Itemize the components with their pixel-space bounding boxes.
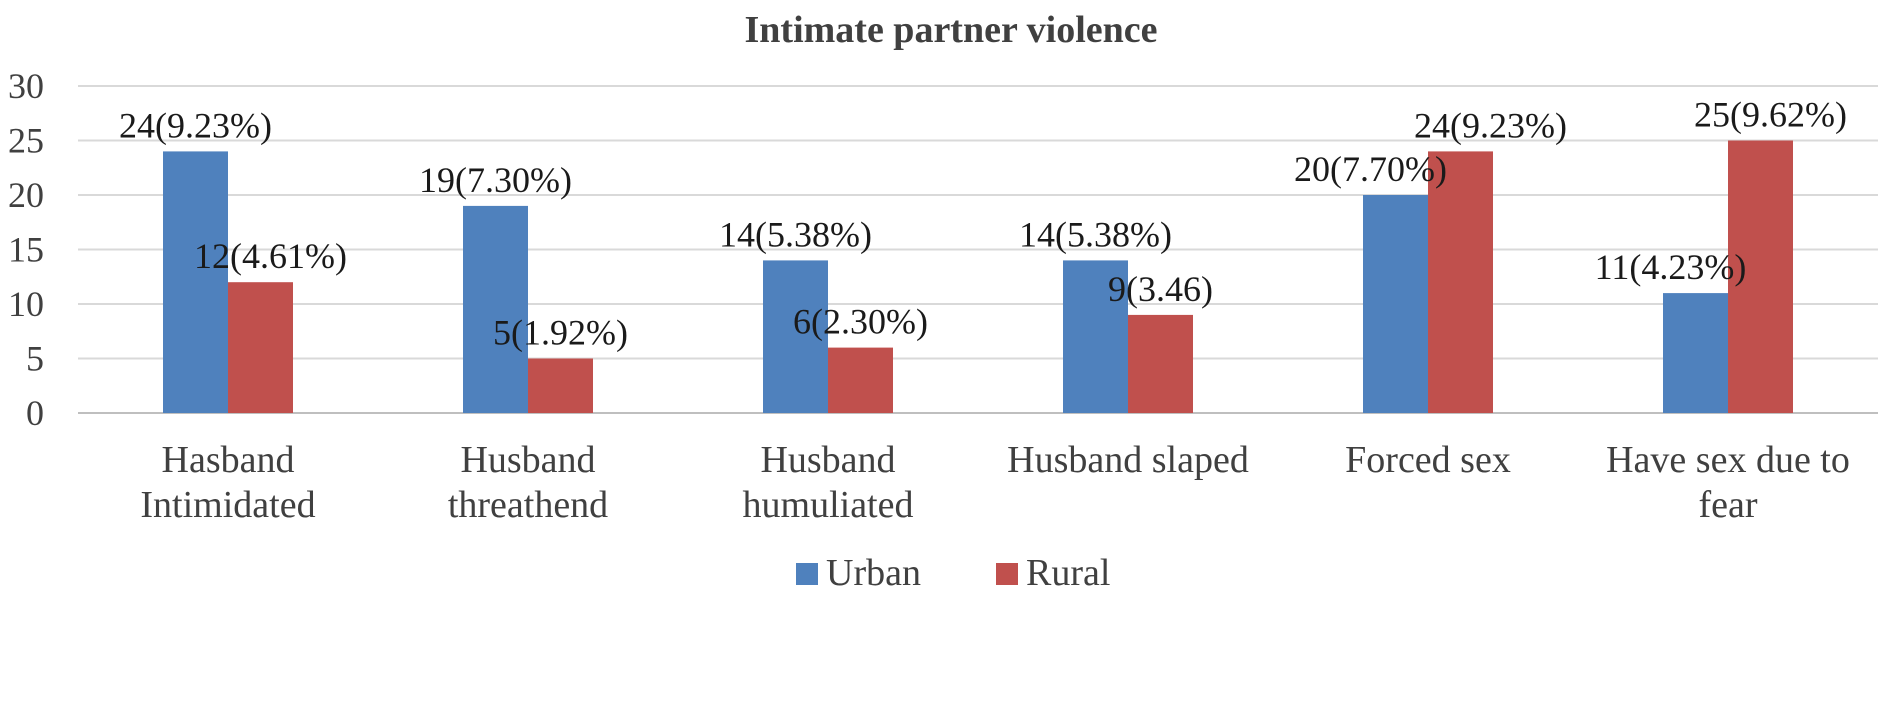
x-category-label: Intimidated xyxy=(140,484,315,526)
data-label-urban: 24(9.23%) xyxy=(119,105,272,145)
bar-rural xyxy=(828,347,893,413)
bar-rural xyxy=(1428,151,1493,413)
bar-rural xyxy=(1728,140,1793,413)
y-tick-label: 20 xyxy=(8,175,44,215)
bar-rural xyxy=(1128,314,1193,413)
chart-title: Intimate partner violence xyxy=(745,9,1158,51)
gridlines xyxy=(78,85,1878,414)
legend-label-urban: Urban xyxy=(826,552,921,594)
y-tick-label: 30 xyxy=(8,66,44,106)
x-category-label: threathend xyxy=(448,484,608,526)
data-label-rural: 25(9.62%) xyxy=(1694,95,1847,135)
bar-urban xyxy=(1663,293,1728,413)
bar-rural xyxy=(228,282,293,413)
x-category-label: Hasband xyxy=(162,439,295,481)
data-label-rural: 9(3.46) xyxy=(1108,269,1213,309)
bar-urban xyxy=(1363,195,1428,413)
y-tick-label: 5 xyxy=(26,339,44,379)
data-label-rural: 12(4.61%) xyxy=(194,236,347,276)
x-axis-categories: HasbandIntimidatedHusbandthreathendHusba… xyxy=(140,439,1849,526)
legend: Urban Rural xyxy=(796,552,1110,594)
x-category-label: fear xyxy=(1698,484,1757,526)
y-axis-ticks: 0 5 10 15 20 25 30 xyxy=(8,66,44,433)
bar-urban xyxy=(163,151,228,413)
x-category-label: Husband xyxy=(760,439,895,481)
y-tick-label: 0 xyxy=(26,393,44,433)
data-label-urban: 14(5.38%) xyxy=(719,214,872,254)
bar-urban xyxy=(1063,260,1128,413)
bar-urban xyxy=(463,205,528,413)
data-label-urban: 20(7.70%) xyxy=(1294,149,1447,189)
x-category-label: Husband xyxy=(460,439,595,481)
data-label-urban: 11(4.23%) xyxy=(1595,247,1747,287)
bars xyxy=(163,140,1793,413)
y-tick-label: 15 xyxy=(8,230,44,270)
data-label-rural: 5(1.92%) xyxy=(493,313,628,353)
legend-swatch-urban xyxy=(796,563,818,585)
x-category-label: humuliated xyxy=(743,484,914,526)
data-label-rural: 24(9.23%) xyxy=(1414,105,1567,145)
data-label-rural: 6(2.30%) xyxy=(793,302,928,342)
data-labels: 24(9.23%) 12(4.61%) 19(7.30%) 5(1.92%) 14(5.… xyxy=(119,95,1847,353)
data-label-urban: 14(5.38%) xyxy=(1019,214,1172,254)
y-tick-label: 10 xyxy=(8,284,44,324)
x-category-label: Forced sex xyxy=(1345,439,1511,481)
data-label-urban: 19(7.30%) xyxy=(419,160,572,200)
bar-urban xyxy=(763,260,828,413)
x-category-label: Have sex due to xyxy=(1606,439,1850,481)
bar-rural xyxy=(528,358,593,413)
legend-label-rural: Rural xyxy=(1026,552,1110,594)
x-category-label: Husband slaped xyxy=(1007,439,1249,481)
legend-swatch-rural xyxy=(996,563,1018,585)
y-tick-label: 25 xyxy=(8,121,44,161)
